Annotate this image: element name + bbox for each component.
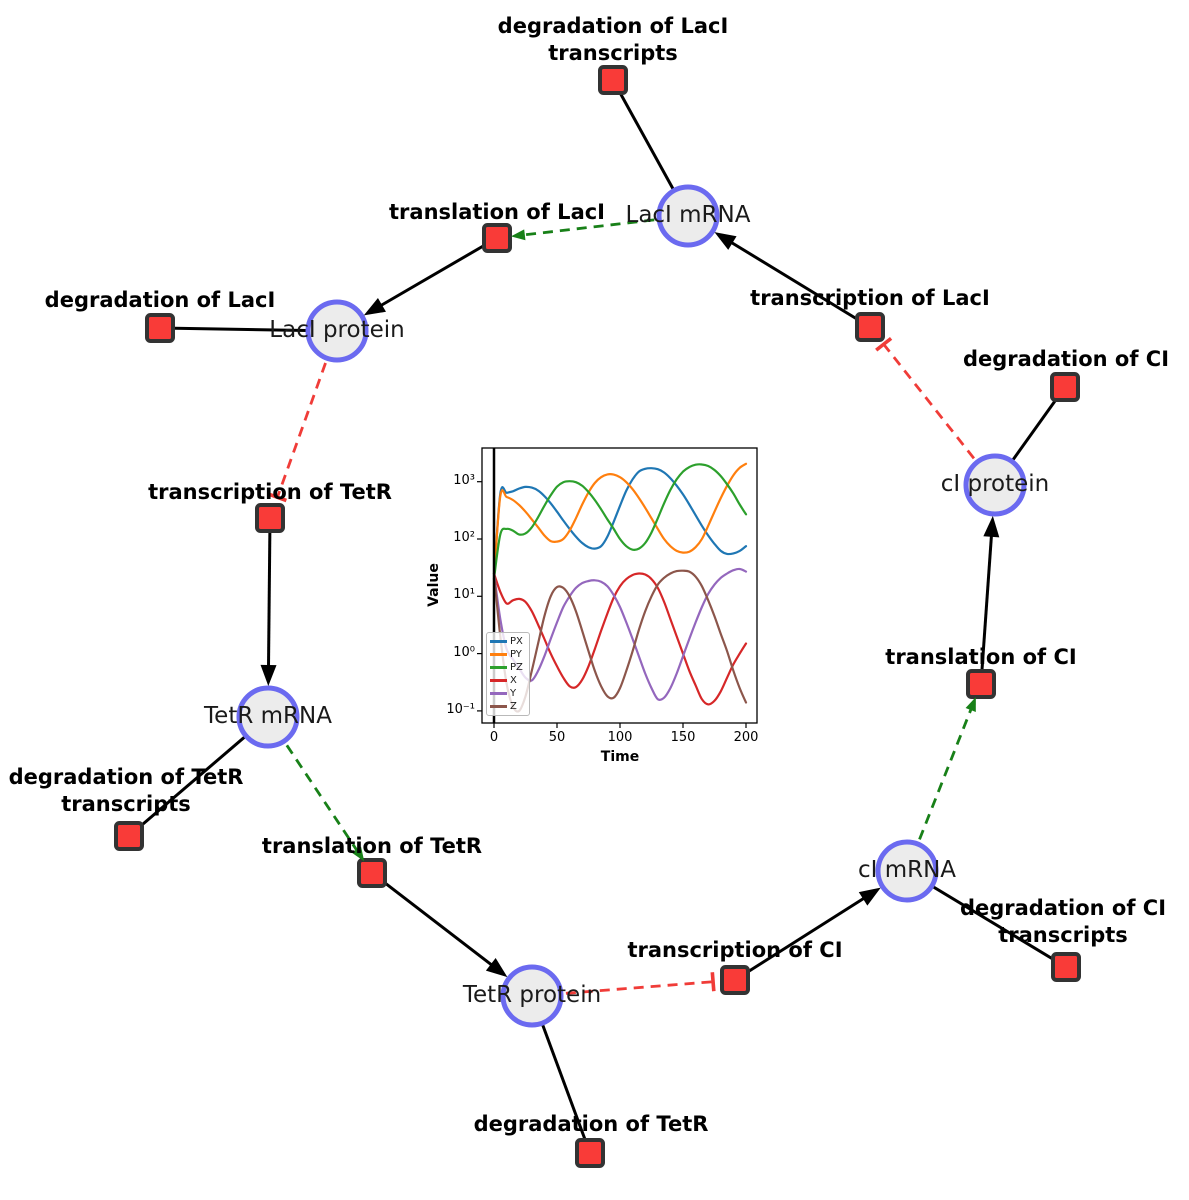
chart-plot-area	[477, 447, 758, 728]
y-tick-label: 10¹	[453, 587, 475, 602]
edge-ci-protein-transcription-laci	[882, 343, 997, 486]
legend-entry: PX	[490, 635, 526, 648]
reaction-node-deg-ci-transcripts	[1051, 952, 1081, 982]
edge-ci-mrna-translation-ci	[965, 697, 976, 713]
edge-transcription-tetr-tetr-mrna	[266, 517, 272, 671]
reaction-node-transcription-tetr	[255, 503, 285, 533]
reaction-node-deg-laci	[145, 313, 175, 343]
x-tick-label: 200	[733, 730, 759, 745]
x-tick-label: 150	[670, 730, 696, 745]
edge-translation-laci-laci-protein	[363, 297, 386, 316]
legend-label: PZ	[510, 662, 523, 673]
species-node-laci-mrna	[656, 184, 720, 248]
y-tick-label: 10³	[453, 473, 475, 488]
reaction-node-translation-ci	[966, 669, 996, 699]
x-tick-label: 100	[607, 730, 633, 745]
series-line-Z	[492, 569, 748, 713]
edge-translation-laci-laci-protein	[376, 236, 498, 309]
edge-transcription-ci-ci-mrna	[858, 887, 881, 906]
edge-laci-protein-transcription-tetr	[276, 330, 339, 498]
x-tick-label: 0	[489, 730, 499, 745]
y-tick-label: 10²	[453, 530, 475, 545]
edge-translation-tetr-tetr-protein	[485, 957, 508, 978]
series-line-PX	[492, 467, 748, 581]
legend-entry: Y	[490, 687, 526, 700]
series-line-PY	[492, 462, 748, 581]
edge-laci-mrna-translation-laci	[520, 214, 689, 237]
species-node-tetr-mrna	[236, 685, 300, 749]
edge-tetr-protein-transcription-ci	[531, 980, 714, 998]
x-tick-label: 50	[548, 730, 566, 745]
edge-transcription-tetr-tetr-mrna	[260, 664, 277, 687]
edge-transcription-ci-ci-mrna	[734, 894, 869, 982]
y-tick-label: 10⁰	[453, 645, 475, 660]
reaction-node-deg-tetr	[575, 1138, 605, 1168]
legend-swatch	[490, 679, 507, 682]
legend-swatch	[490, 653, 507, 656]
edge-transcription-laci-laci-mrna	[714, 232, 737, 250]
edge-tetr-mrna-translation-tetr	[266, 716, 360, 854]
legend-entry: PZ	[490, 661, 526, 674]
legend-entry: PY	[490, 648, 526, 661]
legend-swatch	[490, 640, 507, 643]
species-node-laci-protein	[305, 299, 369, 363]
edge-tetr-mrna-translation-tetr	[351, 846, 365, 862]
legend-entry: Z	[490, 700, 526, 713]
series-line-PZ	[492, 463, 748, 581]
legend-entry: X	[490, 674, 526, 687]
chart-legend: PX PY PZ X Y Z	[486, 632, 530, 716]
species-node-ci-mrna	[875, 839, 939, 903]
edge-translation-ci-ci-protein	[983, 515, 1000, 538]
reaction-node-transcription-laci	[855, 312, 885, 342]
edge-laci-protein-transcription-tetr	[267, 492, 287, 503]
reaction-node-transcription-ci	[720, 965, 750, 995]
inset-chart: 10³ 10² 10¹ 10⁰ 10⁻¹ 0 50 100 150 200 Va…	[425, 435, 775, 780]
legend-label: PY	[510, 649, 522, 660]
y-axis-label: Value	[426, 563, 442, 607]
edge-tetr-protein-transcription-ci	[710, 972, 716, 992]
reaction-node-deg-ci	[1050, 372, 1080, 402]
edge-translation-ci-ci-protein	[979, 531, 994, 685]
edge-ci-mrna-translation-ci	[905, 705, 974, 872]
x-axis-label: Time	[600, 749, 640, 765]
y-tick-label: 10⁻¹	[446, 702, 475, 717]
legend-swatch	[490, 692, 507, 695]
legend-label: Z	[510, 701, 517, 712]
edge-translation-tetr-tetr-protein	[371, 871, 496, 969]
edge-ci-protein-transcription-laci	[875, 336, 893, 352]
reaction-node-translation-laci	[482, 223, 512, 253]
reaction-node-deg-tetr-transcripts	[114, 821, 144, 851]
legend-swatch	[490, 705, 507, 708]
species-node-tetr-protein	[500, 964, 564, 1028]
edge-laci-mrna-translation-laci	[510, 229, 526, 241]
reaction-node-deg-laci-transcripts	[598, 65, 628, 95]
legend-label: X	[510, 675, 517, 686]
legend-label: Y	[510, 688, 517, 699]
reaction-node-translation-tetr	[357, 858, 387, 888]
series-line-X	[492, 572, 748, 706]
legend-label: PX	[510, 636, 523, 647]
edge-transcription-laci-laci-mrna	[727, 239, 871, 329]
species-node-ci-protein	[963, 453, 1027, 517]
series-line-Y	[492, 567, 748, 702]
legend-swatch	[490, 666, 507, 669]
